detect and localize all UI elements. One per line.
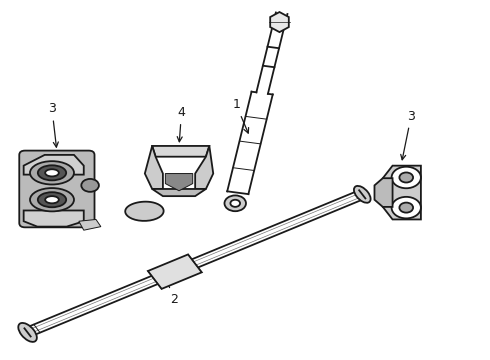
Text: 3: 3	[48, 103, 58, 147]
Text: 3: 3	[401, 110, 415, 160]
Ellipse shape	[18, 323, 37, 342]
Text: 1: 1	[232, 98, 248, 133]
Circle shape	[399, 203, 413, 213]
Circle shape	[230, 200, 240, 207]
Ellipse shape	[45, 169, 59, 176]
Ellipse shape	[38, 192, 66, 207]
Ellipse shape	[30, 161, 74, 184]
Circle shape	[392, 167, 421, 188]
Polygon shape	[125, 202, 164, 221]
Polygon shape	[383, 166, 421, 220]
Circle shape	[224, 195, 246, 211]
Polygon shape	[165, 174, 193, 191]
Ellipse shape	[354, 186, 370, 203]
Polygon shape	[195, 146, 213, 189]
Circle shape	[81, 179, 99, 192]
Polygon shape	[374, 178, 392, 207]
Polygon shape	[152, 146, 209, 157]
Circle shape	[399, 172, 413, 183]
Ellipse shape	[30, 188, 74, 211]
Polygon shape	[148, 255, 202, 289]
Polygon shape	[79, 220, 101, 230]
Polygon shape	[24, 155, 84, 175]
FancyBboxPatch shape	[19, 150, 95, 227]
Ellipse shape	[38, 165, 66, 180]
Ellipse shape	[45, 196, 59, 203]
Circle shape	[392, 197, 421, 219]
Text: 2: 2	[163, 272, 178, 306]
Polygon shape	[152, 189, 206, 196]
Polygon shape	[24, 211, 84, 226]
Polygon shape	[270, 12, 289, 32]
Polygon shape	[145, 146, 163, 189]
Text: 4: 4	[177, 106, 185, 142]
